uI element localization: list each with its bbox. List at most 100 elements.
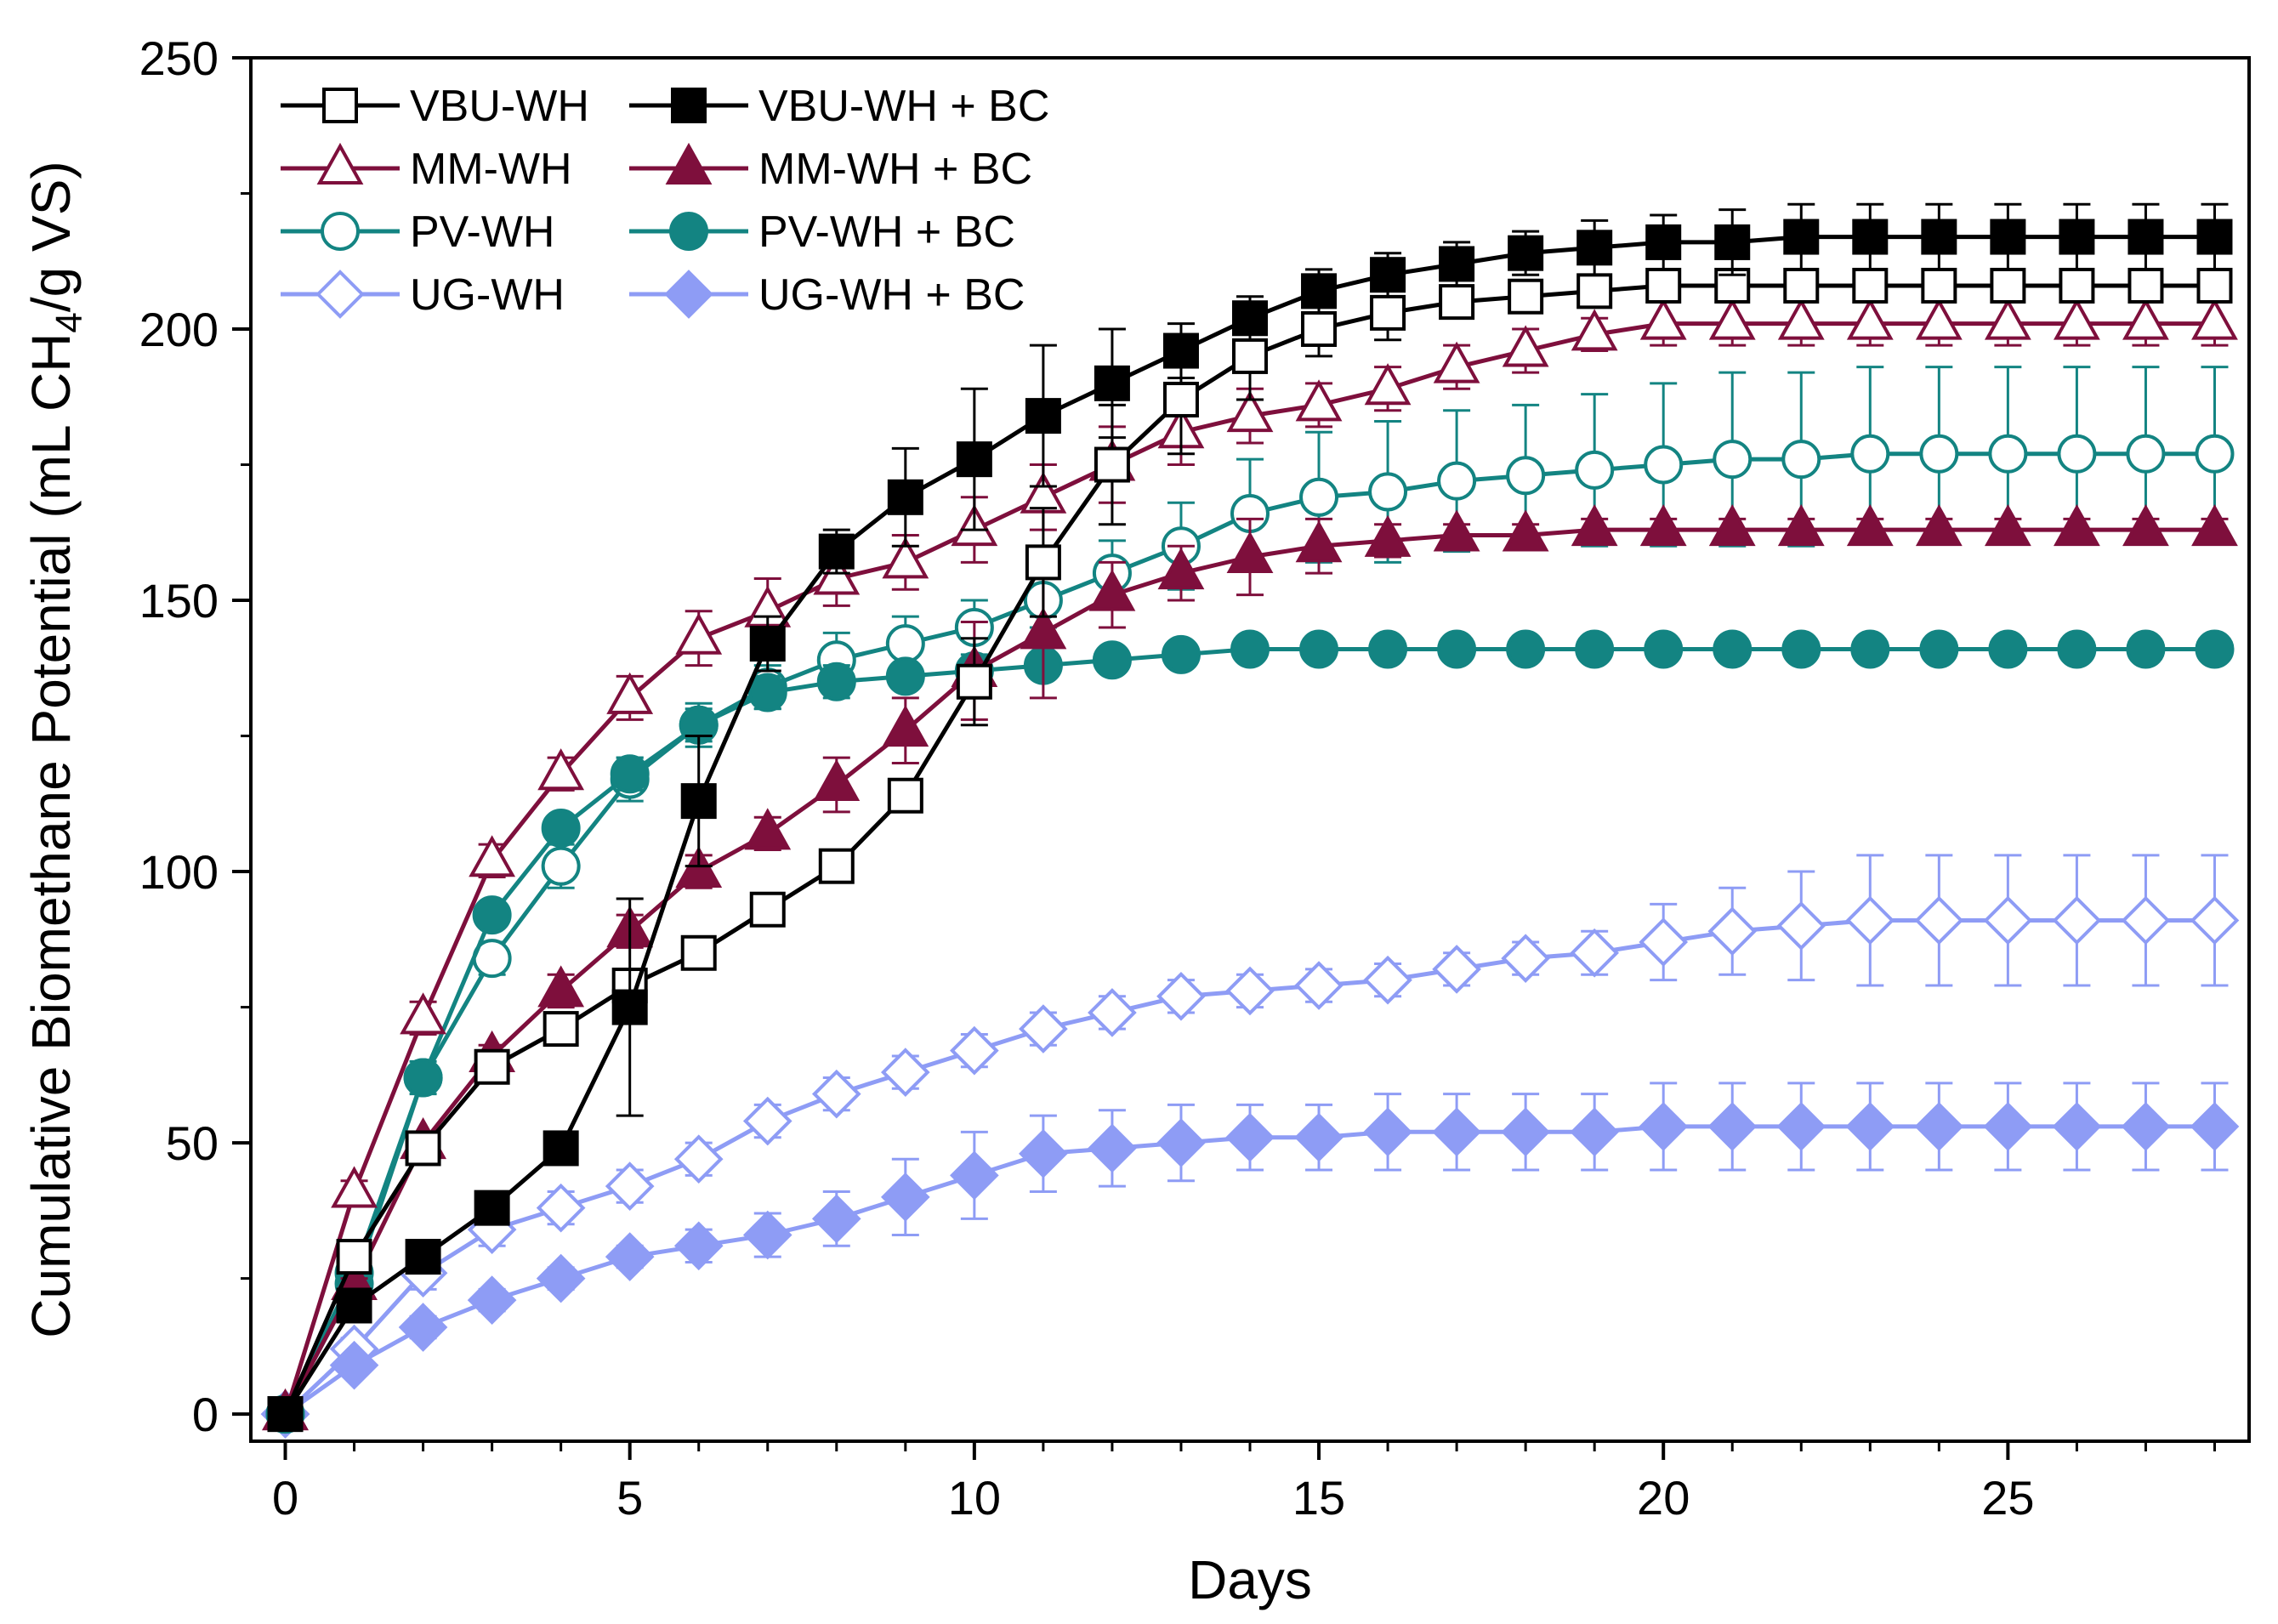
data-point bbox=[536, 1253, 586, 1303]
series-layer bbox=[260, 202, 2240, 1439]
data-point bbox=[1707, 906, 1758, 957]
data-point bbox=[1506, 456, 1546, 496]
data-point bbox=[1714, 224, 1751, 260]
legend-entry: PV-WH + BC bbox=[629, 207, 1015, 257]
legend-marker bbox=[671, 88, 707, 123]
data-point bbox=[880, 1173, 930, 1222]
data-point bbox=[1845, 895, 1895, 945]
data-point bbox=[472, 895, 512, 935]
legend-marker bbox=[669, 212, 708, 251]
legend-marker bbox=[665, 142, 713, 185]
data-point bbox=[1990, 219, 2026, 255]
legend-entry: MM-WH + BC bbox=[629, 142, 1032, 194]
data-point bbox=[1232, 300, 1268, 337]
data-point bbox=[543, 1130, 579, 1167]
data-point bbox=[474, 1048, 510, 1085]
data-point bbox=[2122, 503, 2169, 547]
data-point bbox=[1092, 640, 1132, 680]
data-point bbox=[1984, 298, 2031, 340]
data-point bbox=[2196, 267, 2233, 304]
legend-marker bbox=[315, 270, 365, 319]
data-point bbox=[1777, 503, 1825, 547]
data-point bbox=[1845, 1102, 1895, 1151]
data-point bbox=[1088, 1123, 1137, 1173]
data-point bbox=[2190, 1102, 2240, 1151]
data-point bbox=[885, 656, 925, 696]
data-point bbox=[1094, 446, 1130, 483]
x-axis-title: Days bbox=[1188, 1549, 1312, 1610]
data-point bbox=[742, 1210, 792, 1260]
data-point bbox=[2052, 1102, 2102, 1151]
data-point bbox=[1363, 1107, 1412, 1157]
x-tick-label: 0 bbox=[272, 1471, 298, 1525]
data-point bbox=[818, 848, 855, 884]
data-point bbox=[1983, 895, 2033, 945]
x-tick-label: 25 bbox=[1981, 1471, 2034, 1525]
data-point bbox=[680, 934, 717, 971]
data-point bbox=[405, 1239, 441, 1275]
data-point bbox=[1914, 1102, 1964, 1151]
data-point bbox=[1025, 544, 1061, 581]
legend-entry: UG-WH + BC bbox=[629, 270, 1025, 320]
data-point bbox=[744, 808, 792, 850]
data-point bbox=[467, 1275, 517, 1325]
data-point bbox=[2122, 298, 2169, 340]
data-point bbox=[1921, 219, 1957, 255]
data-point bbox=[813, 758, 861, 801]
data-point bbox=[2195, 434, 2235, 474]
data-point bbox=[742, 1096, 792, 1146]
series-mm-wh bbox=[262, 298, 2238, 1431]
x-tick-label: 15 bbox=[1292, 1471, 1345, 1525]
data-point bbox=[329, 1340, 379, 1390]
data-point bbox=[610, 754, 650, 794]
data-point bbox=[2054, 298, 2100, 340]
data-point bbox=[2191, 503, 2238, 547]
data-point bbox=[1088, 569, 1136, 611]
data-point bbox=[673, 1134, 724, 1184]
data-point bbox=[1157, 548, 1205, 590]
data-point bbox=[1363, 955, 1412, 1005]
data-point bbox=[1439, 284, 1475, 321]
data-point bbox=[1988, 629, 2028, 669]
data-point bbox=[1575, 450, 1615, 490]
data-point bbox=[405, 1130, 441, 1167]
legend-marker bbox=[322, 88, 358, 123]
data-point bbox=[1783, 219, 1820, 255]
legend-entry: UG-WH bbox=[281, 270, 565, 320]
data-point bbox=[887, 777, 923, 814]
data-point bbox=[1639, 1102, 1689, 1151]
data-point bbox=[474, 1190, 510, 1226]
y-tick-label: 200 bbox=[139, 303, 219, 356]
data-point bbox=[1226, 390, 1274, 433]
data-point bbox=[1299, 477, 1339, 517]
data-point bbox=[950, 1150, 999, 1201]
data-point bbox=[1368, 629, 1408, 669]
data-point bbox=[680, 783, 717, 820]
data-point bbox=[2126, 434, 2166, 474]
data-point bbox=[1370, 294, 1406, 331]
data-point bbox=[1708, 298, 1756, 340]
data-point bbox=[1226, 531, 1274, 573]
data-point bbox=[536, 1183, 586, 1233]
data-point bbox=[1162, 332, 1199, 369]
data-point bbox=[611, 989, 648, 1025]
y-tick-label: 250 bbox=[139, 31, 219, 85]
data-point bbox=[1299, 629, 1339, 669]
data-point bbox=[1301, 311, 1338, 348]
y-axis-title-rest: /g VS) bbox=[20, 161, 82, 312]
data-point bbox=[956, 663, 992, 700]
data-point bbox=[1230, 629, 1270, 669]
data-point bbox=[1914, 895, 1964, 945]
data-point bbox=[1644, 445, 1684, 485]
data-point bbox=[267, 1396, 304, 1433]
legend-entry: VBU-WH + BC bbox=[629, 82, 1049, 131]
data-point bbox=[1364, 363, 1412, 406]
y-axis-title-subscript: 4 bbox=[48, 312, 90, 332]
legend: VBU-WH VBU-WH + BC MM-WH MM-WH + BC PV-WH PV-… bbox=[281, 82, 1049, 320]
data-point bbox=[1984, 503, 2031, 547]
data-point bbox=[1852, 267, 1889, 304]
legend-label: VBU-WH bbox=[410, 82, 589, 131]
data-point bbox=[2121, 895, 2171, 945]
